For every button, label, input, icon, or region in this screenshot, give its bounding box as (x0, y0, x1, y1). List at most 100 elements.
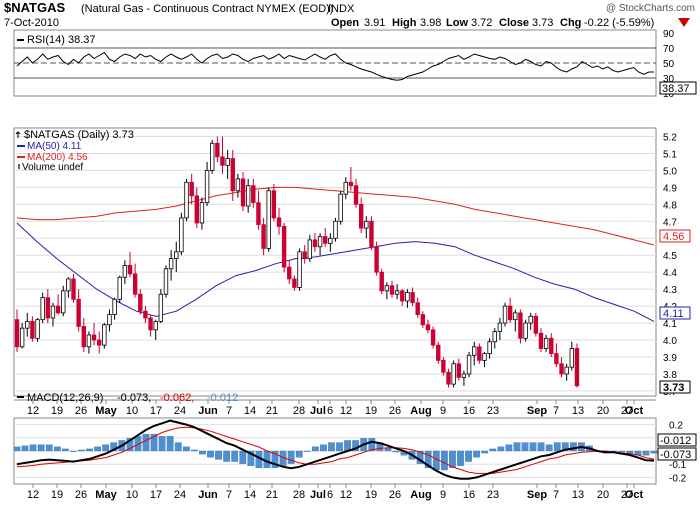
macd-histogram-bar (320, 444, 327, 452)
macd-histogram-bar (529, 442, 537, 452)
candle-body (122, 264, 128, 278)
candle-body (45, 297, 51, 319)
macd-histogram (13, 433, 658, 471)
candle-body (312, 239, 318, 248)
candle-body (281, 225, 287, 268)
candle-body (148, 317, 153, 331)
candle-body (507, 305, 513, 321)
chart-date: 7-Oct-2010 (4, 17, 59, 29)
ma50-legend-label: MA(50) 4.11 (27, 141, 82, 152)
close-value-badge-text: 3.73 (663, 382, 684, 394)
date-axis-label: 10 (126, 489, 138, 501)
candle-body (266, 190, 271, 249)
ma50-line (16, 222, 655, 322)
date-axis-bottom: 12 19 26 May 10 17 24 Jun 7 14 21 28 Jul 6 12 19 26 Aug 9 1… (14, 483, 656, 501)
date-axis-label: 21 (266, 405, 278, 417)
candle-body (533, 315, 539, 334)
candle-body (163, 268, 169, 295)
macd-histogram-bar (505, 444, 513, 452)
price-legend-main: $NATGAS (Daily) 3.73 (24, 129, 134, 141)
candle-body (461, 373, 467, 378)
macd-histogram-bar (489, 448, 497, 452)
macd-histogram-bar (94, 446, 102, 452)
price-tick-label: 4.8 (663, 200, 677, 211)
macd-legend: MACD(12,26,9) -0.073, -0.062, -0.012 (17, 392, 238, 404)
macd-histogram-bar (70, 450, 77, 452)
macd-histogram-bar (53, 446, 61, 452)
candle-body (379, 271, 384, 292)
stockcharts-watermark: @ StockCharts.com (606, 3, 695, 14)
macd-histogram-bar (86, 448, 93, 452)
candle-body (168, 258, 174, 270)
macd-histogram-bar (78, 449, 85, 452)
candle-body (543, 337, 549, 349)
candle-body (143, 310, 148, 319)
macd-histogram-bar (287, 450, 295, 464)
price-tick-label: 4.0 (663, 336, 677, 347)
macd-histogram-bar (29, 444, 37, 452)
candle-body (472, 346, 477, 356)
candle-body (40, 297, 45, 321)
close-value-badge (659, 380, 691, 394)
candle-body (502, 305, 508, 324)
candle-body (287, 266, 292, 280)
date-axis-label: 20 (597, 489, 609, 501)
rsi-line (16, 51, 654, 81)
macd-tick-label: 0.2 (669, 421, 683, 432)
rsi-value-badge (659, 81, 697, 95)
rsi-tick-label: 90 (663, 29, 675, 40)
macd-value-badge-text: -0.073 (660, 449, 691, 461)
date-axis-label: 23 (487, 489, 499, 501)
candle-body (256, 202, 261, 226)
date-axis-label: 28 (293, 489, 305, 501)
candle-body (389, 285, 395, 295)
candle-body (338, 193, 343, 222)
candle-body (394, 290, 400, 295)
candle-body (353, 185, 359, 205)
candle-body (189, 181, 194, 197)
date-axis-label: 6 (327, 405, 333, 417)
date-axis-label: Sep (527, 405, 547, 417)
macd-histogram-bar (311, 446, 319, 452)
macd-histogram-bar (13, 446, 21, 452)
candle-body (261, 224, 266, 249)
quote-summary: Open 3.91 High 3.98 Low 3.72 Close 3.73 … (331, 17, 654, 29)
date-axis-label: 21 (266, 489, 278, 501)
macd-histogram-bar (231, 450, 239, 462)
date-axis-label: 12 (340, 489, 352, 501)
date-axis-label: 13 (572, 489, 584, 501)
macd-histogram-bar (368, 438, 376, 452)
candle-body (436, 344, 441, 361)
date-axis-label: 9 (440, 489, 446, 501)
candle-body (564, 366, 569, 375)
macd-histogram-bar (215, 450, 222, 460)
candle-body (112, 298, 117, 315)
candle-body (477, 346, 482, 361)
date-axis-label: May (95, 405, 117, 417)
candle-body (179, 217, 184, 253)
macd-histogram-bar (199, 450, 206, 455)
macd-histogram-bar (513, 442, 521, 452)
date-axis-label: Oct (625, 489, 644, 501)
candle-body (230, 158, 235, 192)
date-axis-label: Jun (198, 405, 218, 417)
macd-histogram-bar (328, 442, 335, 452)
date-axis-label: 9 (440, 405, 446, 417)
macd-histogram-bar (440, 450, 448, 471)
macd-histogram-bar (626, 450, 634, 454)
date-axis-label: 13 (572, 405, 584, 417)
macd-histogram-bar (126, 438, 134, 452)
candle-body (482, 353, 487, 361)
date-axis-label: 24 (174, 405, 186, 417)
candle-body (430, 329, 436, 346)
date-axis-label: 19 (51, 489, 63, 501)
date-axis-label: 6 (327, 489, 333, 501)
candle-body (528, 315, 533, 324)
rsi-value-badge-text: 38.37 (662, 83, 690, 95)
macd-tick-label: -0.1 (669, 460, 687, 471)
candle-body (127, 264, 133, 275)
rsi-tick-label: 70 (663, 44, 675, 55)
candle-body (71, 278, 76, 300)
date-axis-label: 7 (226, 405, 232, 417)
